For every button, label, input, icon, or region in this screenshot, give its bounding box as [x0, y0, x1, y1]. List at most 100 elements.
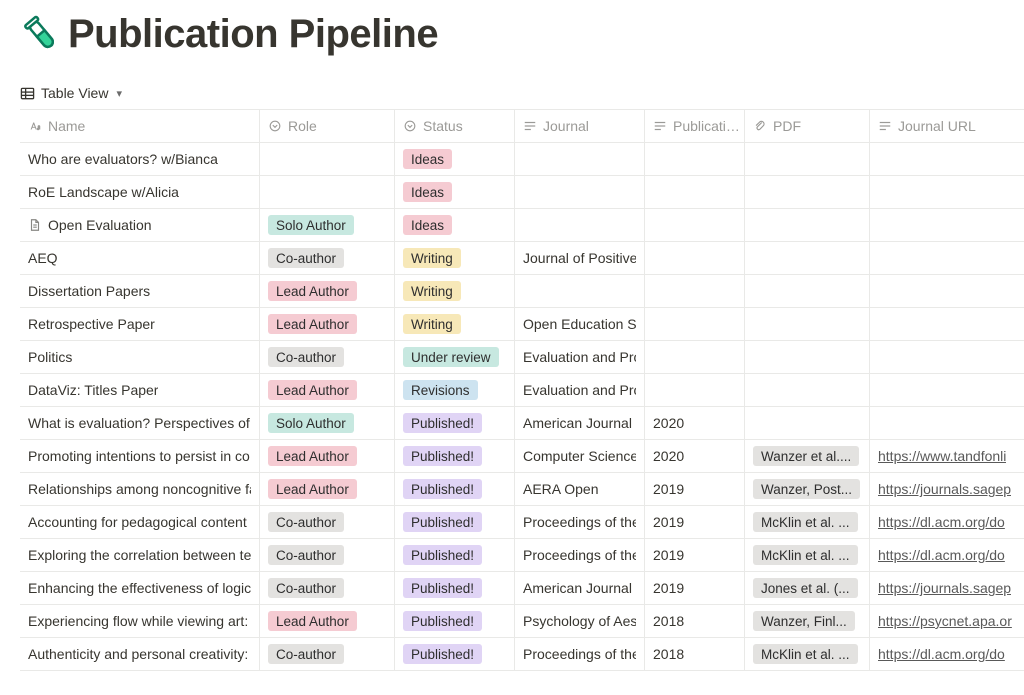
cell-publication[interactable]	[645, 374, 745, 406]
cell-role[interactable]: Solo Author	[260, 407, 395, 439]
cell-journal[interactable]: American Journal o	[515, 572, 645, 604]
status-tag[interactable]: Published!	[403, 545, 482, 565]
table-row[interactable]: Dissertation Papers Lead Author Writing	[20, 275, 1024, 308]
cell-publication[interactable]: 2018	[645, 638, 745, 670]
table-row[interactable]: Experiencing flow while viewing art:Lead…	[20, 605, 1024, 638]
cell-name[interactable]: DataViz: Titles Paper	[20, 374, 260, 406]
status-tag[interactable]: Published!	[403, 512, 482, 532]
cell-pdf[interactable]	[745, 209, 870, 241]
cell-role[interactable]: Solo Author	[260, 209, 395, 241]
cell-url[interactable]	[870, 308, 1024, 340]
table-row[interactable]: Politics Co-author Under reviewEvaluation …	[20, 341, 1024, 374]
cell-status[interactable]: Published!	[395, 473, 515, 505]
cell-url[interactable]: https://dl.acm.org/do	[870, 506, 1024, 538]
col-name[interactable]: Name	[20, 110, 260, 142]
role-tag[interactable]: Co-author	[268, 347, 344, 367]
cell-status[interactable]: Writing	[395, 242, 515, 274]
cell-name[interactable]: Dissertation Papers	[20, 275, 260, 307]
cell-publication[interactable]: 2019	[645, 539, 745, 571]
role-tag[interactable]: Co-author	[268, 512, 344, 532]
status-tag[interactable]: Ideas	[403, 182, 452, 202]
table-row[interactable]: Who are evaluators? w/Bianca Ideas	[20, 143, 1024, 176]
cell-url[interactable]: https://psycnet.apa.or	[870, 605, 1024, 637]
cell-status[interactable]: Under review	[395, 341, 515, 373]
cell-name[interactable]: Accounting for pedagogical content	[20, 506, 260, 538]
cell-role[interactable]: Co-author	[260, 506, 395, 538]
cell-status[interactable]: Published!	[395, 605, 515, 637]
view-selector[interactable]: Table View ▾	[20, 85, 1004, 101]
status-tag[interactable]: Revisions	[403, 380, 478, 400]
cell-role[interactable]	[260, 143, 395, 175]
cell-role[interactable]: Lead Author	[260, 440, 395, 472]
cell-pdf[interactable]	[745, 242, 870, 274]
cell-pdf[interactable]: Wanzer, Post...	[745, 473, 870, 505]
cell-name[interactable]: AEQ	[20, 242, 260, 274]
cell-status[interactable]: Published!	[395, 539, 515, 571]
cell-name[interactable]: Relationships among noncognitive fa	[20, 473, 260, 505]
status-tag[interactable]: Published!	[403, 479, 482, 499]
cell-role[interactable]: Lead Author	[260, 308, 395, 340]
cell-role[interactable]: Lead Author	[260, 374, 395, 406]
cell-journal[interactable]	[515, 176, 645, 208]
status-tag[interactable]: Writing	[403, 248, 461, 268]
url-link[interactable]: https://dl.acm.org/do	[878, 646, 1005, 662]
cell-name[interactable]: Politics	[20, 341, 260, 373]
cell-journal[interactable]: American Journal o	[515, 407, 645, 439]
status-tag[interactable]: Published!	[403, 446, 482, 466]
cell-name[interactable]: Retrospective Paper	[20, 308, 260, 340]
cell-url[interactable]	[870, 275, 1024, 307]
pdf-tag[interactable]: Jones et al. (...	[753, 578, 858, 598]
cell-publication[interactable]: 2018	[645, 605, 745, 637]
cell-journal[interactable]: Proceedings of the	[515, 506, 645, 538]
cell-url[interactable]	[870, 374, 1024, 406]
table-row[interactable]: RoE Landscape w/AliciaIdeas	[20, 176, 1024, 209]
cell-url[interactable]: https://dl.acm.org/do	[870, 539, 1024, 571]
cell-publication[interactable]: 2019	[645, 473, 745, 505]
role-tag[interactable]: Lead Author	[268, 314, 357, 334]
cell-journal[interactable]	[515, 275, 645, 307]
cell-role[interactable]: Co-author	[260, 638, 395, 670]
cell-status[interactable]: Published!	[395, 407, 515, 439]
pdf-tag[interactable]: McKlin et al. ...	[753, 644, 858, 664]
cell-status[interactable]: Ideas	[395, 176, 515, 208]
cell-journal[interactable]: Evaluation and Pro	[515, 374, 645, 406]
cell-status[interactable]: Writing	[395, 308, 515, 340]
cell-name[interactable]: Who are evaluators? w/Bianca	[20, 143, 260, 175]
cell-name[interactable]: Experiencing flow while viewing art:	[20, 605, 260, 637]
cell-publication[interactable]	[645, 275, 745, 307]
cell-journal[interactable]: Psychology of Aest	[515, 605, 645, 637]
cell-url[interactable]	[870, 341, 1024, 373]
role-tag[interactable]: Lead Author	[268, 281, 357, 301]
col-pdf[interactable]: PDF	[745, 110, 870, 142]
table-row[interactable]: Retrospective PaperLead AuthorWritingOpe…	[20, 308, 1024, 341]
cell-name[interactable]: Promoting intentions to persist in co	[20, 440, 260, 472]
cell-name[interactable]: Open Evaluation	[20, 209, 260, 241]
url-link[interactable]: https://psycnet.apa.or	[878, 613, 1012, 629]
url-link[interactable]: https://dl.acm.org/do	[878, 514, 1005, 530]
cell-journal[interactable]: Computer Science	[515, 440, 645, 472]
cell-role[interactable]: Co-author	[260, 242, 395, 274]
cell-pdf[interactable]: McKlin et al. ...	[745, 539, 870, 571]
status-tag[interactable]: Writing	[403, 281, 461, 301]
cell-url[interactable]	[870, 143, 1024, 175]
role-tag[interactable]: Lead Author	[268, 446, 357, 466]
col-publication[interactable]: Publicati…	[645, 110, 745, 142]
table-row[interactable]: What is evaluation? Perspectives of hSol…	[20, 407, 1024, 440]
cell-role[interactable]: Lead Author	[260, 605, 395, 637]
status-tag[interactable]: Published!	[403, 413, 482, 433]
cell-pdf[interactable]	[745, 143, 870, 175]
role-tag[interactable]: Co-author	[268, 578, 344, 598]
cell-publication[interactable]	[645, 209, 745, 241]
table-row[interactable]: Exploring the correlation between teCo-a…	[20, 539, 1024, 572]
cell-publication[interactable]	[645, 242, 745, 274]
cell-url[interactable]	[870, 209, 1024, 241]
cell-publication[interactable]	[645, 308, 745, 340]
pdf-tag[interactable]: Wanzer, Finl...	[753, 611, 855, 631]
cell-journal[interactable]: Proceedings of the	[515, 638, 645, 670]
table-row[interactable]: Enhancing the effectiveness of logic Co-…	[20, 572, 1024, 605]
cell-journal[interactable]: Evaluation and Pro	[515, 341, 645, 373]
cell-pdf[interactable]: Wanzer, Finl...	[745, 605, 870, 637]
col-url[interactable]: Journal URL	[870, 110, 1024, 142]
table-row[interactable]: Accounting for pedagogical content Co-aut…	[20, 506, 1024, 539]
cell-status[interactable]: Ideas	[395, 143, 515, 175]
